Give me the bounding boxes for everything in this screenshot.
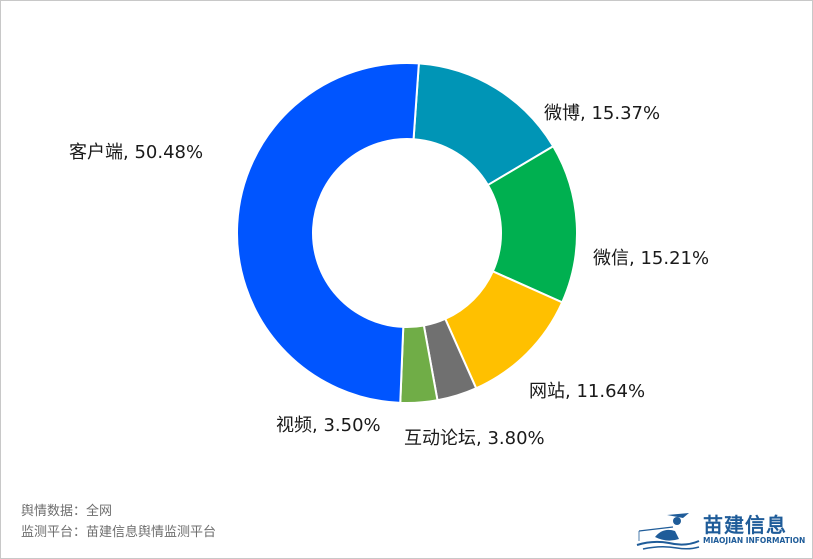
- slice-label-3: 网站, 11.64%: [529, 381, 645, 402]
- slice-labels: 微博, 15.37% 微信, 15.21% 网站, 11.64% 互动论坛, 3.80…: [69, 103, 709, 449]
- donut-slices: [235, 62, 578, 404]
- company-logo: 苗建信息 MIAOJIAN INFORMATION: [633, 507, 805, 551]
- slice-label-5: 视频, 3.50%: [276, 415, 381, 436]
- slice-label-2: 微信, 15.21%: [593, 248, 709, 269]
- slice-label-1: 微博, 15.37%: [544, 103, 660, 124]
- data-source-text: 舆情数据：全网: [21, 504, 113, 519]
- slice-label-6: 客户端, 50.48%: [69, 142, 203, 163]
- monitoring-platform-text: 监测平台：苗建信息舆情监测平台: [21, 525, 217, 540]
- fisherman-logo-icon: [636, 513, 700, 550]
- slice-label-4: 互动论坛, 3.80%: [404, 428, 545, 449]
- donut-chart: 微博, 15.37% 微信, 15.21% 网站, 11.64% 互动论坛, 3.80…: [69, 62, 709, 449]
- slice-6: [235, 62, 420, 404]
- chart-footer: 舆情数据：全网 监测平台：苗建信息舆情监测平台: [21, 501, 216, 543]
- logo-name: 苗建信息: [703, 513, 787, 537]
- logo-subtitle: MIAOJIAN INFORMATION: [703, 536, 806, 545]
